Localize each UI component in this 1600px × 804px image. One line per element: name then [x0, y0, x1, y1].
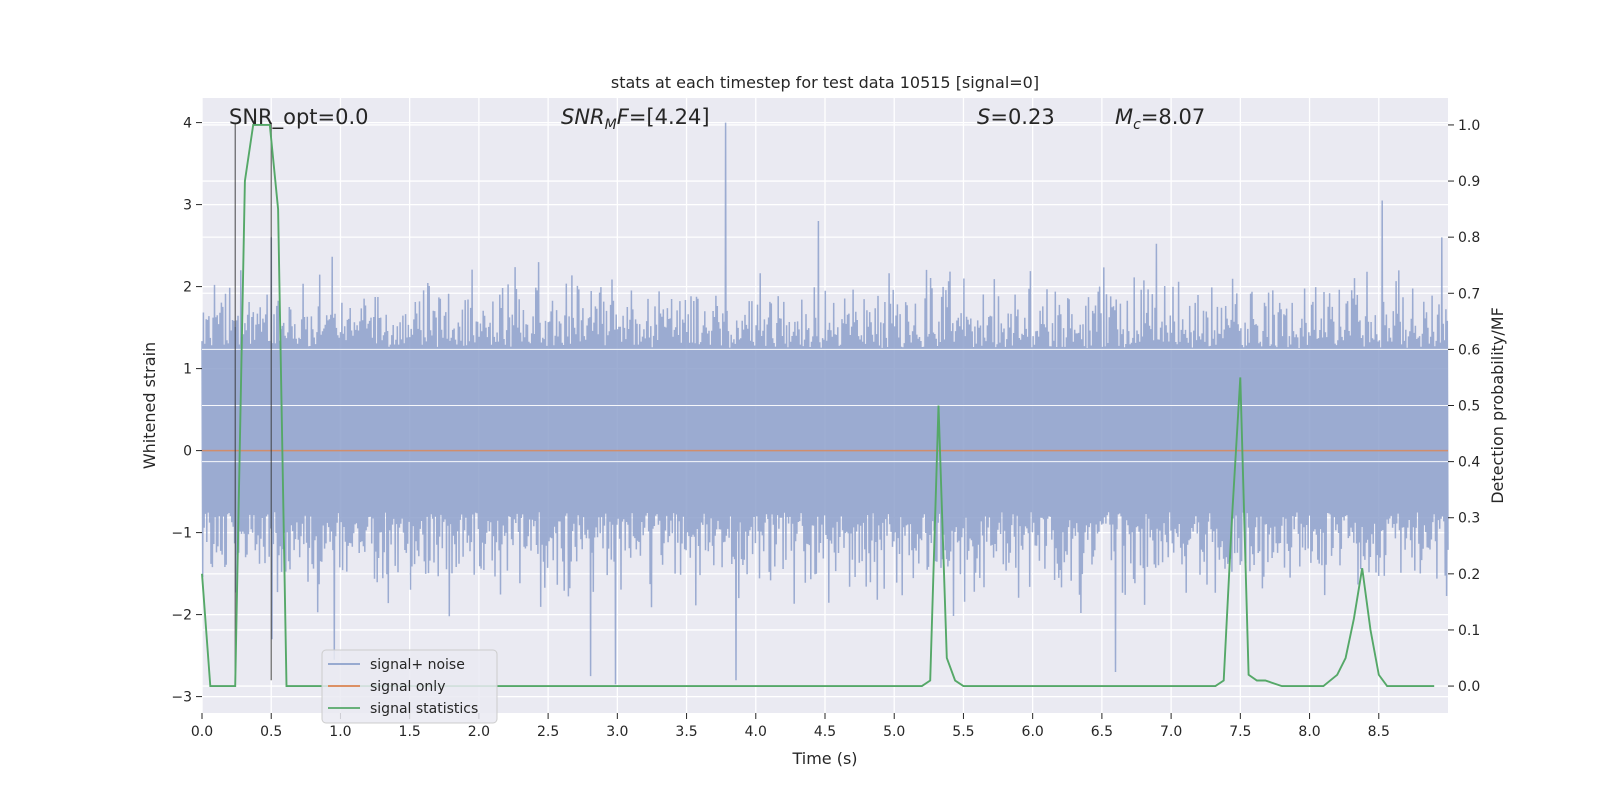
annotation-part: =8.07 [1141, 105, 1205, 129]
x-tick-label: 0.0 [191, 724, 213, 740]
legend-box [321, 649, 498, 724]
y-tick-label: −1 [171, 526, 192, 542]
chart-title: stats at each timestep for test data 105… [611, 73, 1039, 92]
legend: signal+ noise signal only signal statistic… [321, 649, 498, 724]
y2-tick-label: 0.1 [1458, 623, 1480, 639]
annotation-part: F [617, 105, 630, 129]
annotation-part: M [605, 117, 617, 133]
x-tick-label: 4.5 [814, 724, 836, 740]
legend-label: signal only [370, 679, 445, 695]
annotation-text: SNR_opt=0.0 [229, 105, 369, 130]
x-tick-label: 8.0 [1298, 724, 1320, 740]
annotation-part: c [1133, 117, 1141, 133]
y-tick-label: 0 [183, 444, 192, 460]
y2-tick-label: 0.6 [1458, 342, 1480, 358]
annotation-part: S [977, 105, 990, 129]
y-tick-label: −3 [171, 690, 192, 706]
x-tick-label: 4.0 [745, 724, 767, 740]
annotation-part: =0.23 [990, 105, 1054, 129]
x-tick-label: 8.5 [1368, 724, 1390, 740]
series-signal-noise-line [201, 122, 1449, 685]
x-tick-label: 0.5 [260, 724, 282, 740]
y-tick-label: −2 [171, 608, 192, 624]
x-tick-label: 1.0 [329, 724, 351, 740]
y2-tick-label: 1.0 [1458, 118, 1480, 134]
x-tick-label: 7.5 [1229, 724, 1251, 740]
annotation-text: S=0.23 [977, 105, 1055, 129]
x-tick-label: 2.0 [468, 724, 490, 740]
y2-tick-label: 0.0 [1458, 679, 1480, 695]
legend-label: signal+ noise [370, 657, 465, 673]
x-axis-label: Time (s) [791, 749, 857, 768]
y2-tick-label: 0.9 [1458, 174, 1480, 190]
annotation-part: =[4.24] [629, 105, 710, 129]
annotation-part: SNR_opt=0.0 [229, 105, 369, 130]
y2-tick-label: 0.5 [1458, 399, 1480, 415]
y-tick-label: 1 [183, 362, 192, 378]
x-tick-label: 6.0 [1022, 724, 1044, 740]
series-signal-statistics-line [201, 123, 1435, 688]
annotation-part: SNR [561, 105, 605, 129]
y2-tick-label: 0.3 [1458, 511, 1480, 527]
y2-tick-label: 0.8 [1458, 230, 1480, 246]
y-tick-label: 2 [183, 280, 192, 296]
x-tick-label: 5.0 [883, 724, 905, 740]
x-tick-label: 7.0 [1160, 724, 1182, 740]
annotation-text: Mc=8.07 [1115, 105, 1205, 133]
y-tick-label: 3 [183, 198, 192, 214]
x-tick-label: 3.0 [606, 724, 628, 740]
x-tick-label: 5.5 [952, 724, 974, 740]
y-tick-label: 4 [183, 116, 192, 132]
annotation-text: SNRMF=[4.24] [561, 105, 710, 133]
x-tick-label: 1.5 [399, 724, 421, 740]
y2-tick-label: 0.7 [1458, 286, 1480, 302]
x-tick-label: 3.5 [675, 724, 697, 740]
x-tick-label: 2.5 [537, 724, 559, 740]
y2-tick-label: 0.2 [1458, 567, 1480, 583]
annotation-part: M [1115, 105, 1133, 129]
y2-tick-label: 0.4 [1458, 455, 1480, 471]
y2-axis-label: Detection probability/MF [1488, 307, 1507, 504]
x-tick-label: 6.5 [1091, 724, 1113, 740]
y-axis-label: Whitened strain [140, 342, 159, 469]
legend-label: signal statistics [370, 701, 478, 717]
